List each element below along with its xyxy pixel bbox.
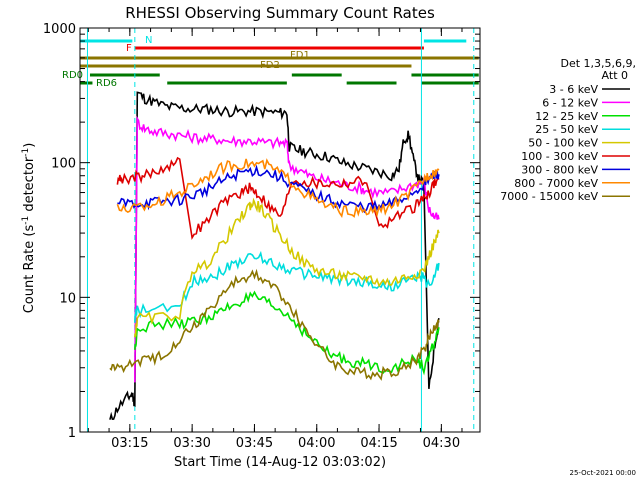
series-line-0 <box>109 91 440 421</box>
series-line-2 <box>134 290 440 376</box>
flag-label-rd0: RD0 <box>62 70 83 81</box>
y-axis-label: Count Rate (s-1 detector-1) <box>21 143 37 314</box>
legend-label-5: 100 - 300 keV <box>521 150 598 163</box>
legend-header-attenuator: Att 0 <box>602 69 628 82</box>
plot-frame <box>79 27 481 433</box>
series-group <box>109 91 440 421</box>
series-line-8 <box>109 268 440 381</box>
y-axis-label-sup2: -1 <box>21 148 31 157</box>
x-tick-label-2: 03:45 <box>236 436 273 451</box>
series-line-4 <box>134 197 440 338</box>
y-tick-label-2: 100 <box>51 157 76 172</box>
x-tick-label-0: 03:15 <box>111 436 148 451</box>
flag-label-rd6: RD6 <box>96 78 117 89</box>
legend-label-2: 12 - 25 keV <box>535 110 598 123</box>
series-line-1 <box>134 115 440 383</box>
flag-label-fd2: FD2 <box>260 60 280 71</box>
flag-label-n: N <box>145 35 152 46</box>
x-axis-label: Start Time (14-Aug-12 03:03:02) <box>174 455 386 470</box>
x-tick-label-4: 04:15 <box>360 436 397 451</box>
y-axis-label-mid: detector <box>22 156 37 216</box>
series-line-5 <box>116 156 440 240</box>
vertical-markers <box>86 28 475 432</box>
y-axis-label-main: Count Rate (s <box>22 225 37 314</box>
legend-label-6: 300 - 800 keV <box>521 163 598 176</box>
y-axis-label-end: ) <box>22 143 37 148</box>
legend-label-7: 800 - 7000 keV <box>514 177 598 190</box>
legend-label-8: 7000 - 15000 keV <box>500 190 598 203</box>
flag-label-fd1: FD1 <box>290 50 310 61</box>
series-line-7 <box>116 158 440 218</box>
x-tick-label-5: 04:30 <box>423 436 460 451</box>
generated-timestamp: 25-Oct-2021 00:00 <box>570 469 636 477</box>
legend-label-4: 50 - 100 keV <box>528 137 598 150</box>
series-line-3 <box>134 250 440 323</box>
legend-header-detectors: Det 1,3,5,6,9, <box>560 57 636 70</box>
observing-flags: N F FD1 FD2 RD0 RD6 <box>62 35 479 89</box>
legend-label-0: 3 - 6 keV <box>549 83 598 96</box>
x-tick-label-1: 03:30 <box>173 436 210 451</box>
y-tick-label-0: 1 <box>68 426 76 441</box>
x-tick-label-3: 04:00 <box>298 436 335 451</box>
axes: 03:15 03:30 03:45 04:00 04:15 04:30 1 10 100 1000 <box>43 22 481 451</box>
legend-label-3: 25 - 50 keV <box>535 123 598 136</box>
y-tick-label-1: 10 <box>59 291 76 306</box>
legend-label-1: 6 - 12 keV <box>542 96 598 109</box>
y-tick-label-3: 1000 <box>43 22 76 37</box>
chart-title: RHESSI Observing Summary Count Rates <box>125 4 435 22</box>
flag-label-f: F <box>126 43 132 54</box>
y-axis-label-sup1: -1 <box>21 216 31 225</box>
